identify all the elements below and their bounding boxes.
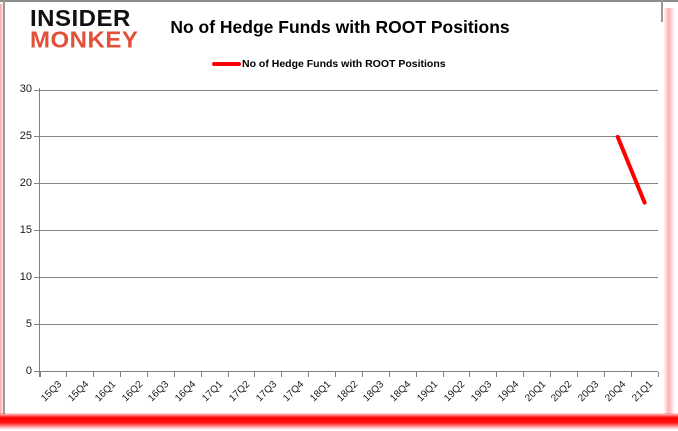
y-tick-0 (34, 371, 39, 372)
y-tick-label-0: 0 (25, 364, 32, 377)
gridline-15 (40, 230, 658, 232)
red-glow-right (664, 8, 674, 414)
x-tick-10 (308, 372, 310, 377)
y-tick-label-25: 25 (19, 129, 32, 142)
chart-title: No of Hedge Funds with ROOT Positions (170, 17, 510, 37)
y-axis-line (39, 88, 40, 377)
x-tick-17 (496, 372, 498, 377)
x-tick-4 (146, 372, 148, 377)
logo-word-monkey: MONKEY (30, 27, 139, 54)
x-tick-0 (39, 372, 41, 377)
x-tick-14 (415, 372, 417, 377)
y-tick-label-20: 20 (19, 176, 32, 189)
y-tick-10 (34, 277, 39, 279)
gridline-20 (40, 183, 658, 185)
y-tick-25 (34, 136, 39, 138)
x-tick-18 (523, 372, 525, 377)
y-tick-20 (34, 183, 39, 185)
x-tick-9 (281, 372, 283, 377)
x-tick-22 (630, 372, 632, 377)
gridline-30 (40, 89, 658, 91)
x-tick-3 (120, 372, 122, 377)
y-tick-15 (34, 230, 39, 232)
y-tick-label-15: 15 (19, 223, 32, 236)
y-tick-5 (34, 324, 39, 326)
y-tick-30 (34, 89, 39, 91)
x-tick-21 (603, 372, 605, 377)
red-glow-bottom (0, 413, 678, 430)
x-tick-19 (550, 372, 552, 377)
frame-top-border (0, 0, 678, 2)
x-tick-8 (254, 372, 256, 377)
x-tick-2 (93, 372, 95, 377)
x-axis-line (39, 371, 658, 372)
x-tick-7 (227, 372, 229, 377)
x-tick-20 (576, 372, 578, 377)
x-tick-1 (66, 372, 68, 377)
x-tick-11 (335, 372, 337, 377)
x-tick-12 (361, 372, 363, 377)
x-tick-15 (442, 372, 444, 377)
y-tick-label-5: 5 (25, 317, 32, 330)
gridline-10 (40, 277, 658, 279)
y-tick-label-30: 30 (19, 83, 32, 95)
frame-left-border (3, 0, 5, 414)
legend: No of Hedge Funds with ROOT Positions (212, 58, 446, 70)
gridline-25 (40, 136, 658, 138)
insider-monkey-logo: INSIDER MONKEY (30, 5, 139, 54)
x-tick-23 (657, 372, 659, 377)
frame-right-border (661, 0, 663, 22)
red-glow-left (0, 4, 3, 414)
x-tick-5 (173, 372, 175, 377)
x-tick-13 (388, 372, 390, 377)
y-tick-label-10: 10 (19, 270, 32, 283)
gridline-5 (40, 324, 658, 326)
x-tick-16 (469, 372, 471, 377)
x-tick-6 (200, 372, 202, 377)
legend-line-swatch (212, 62, 241, 66)
legend-label: No of Hedge Funds with ROOT Positions (242, 58, 446, 70)
series-line (615, 134, 647, 205)
logo-word-insider: INSIDER (30, 5, 131, 32)
